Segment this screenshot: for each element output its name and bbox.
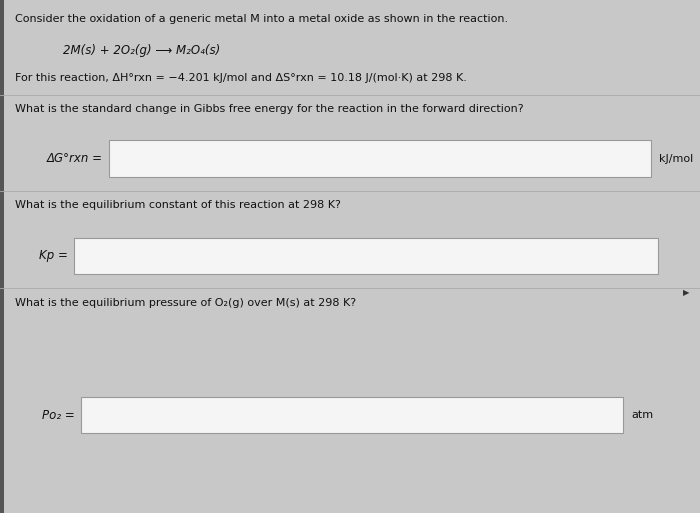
Text: Kp =: Kp = [39,249,68,263]
Text: What is the equilibrium pressure of O₂(g) over M(s) at 298 K?: What is the equilibrium pressure of O₂(g… [15,298,356,307]
Text: ΔG°rxn =: ΔG°rxn = [47,152,103,165]
FancyBboxPatch shape [0,0,4,513]
Text: Consider the oxidation of a generic metal M into a metal oxide as shown in the r: Consider the oxidation of a generic meta… [15,14,508,24]
Text: Po₂ =: Po₂ = [42,408,75,422]
Text: atm: atm [631,410,654,420]
Text: What is the standard change in Gibbs free energy for the reaction in the forward: What is the standard change in Gibbs fre… [15,104,524,113]
Text: What is the equilibrium constant of this reaction at 298 K?: What is the equilibrium constant of this… [15,200,342,210]
FancyBboxPatch shape [80,397,623,433]
FancyBboxPatch shape [108,140,651,177]
Text: For this reaction, ΔH°rxn = −4.201 kJ/mol and ΔS°rxn = 10.18 J/(mol·K) at 298 K.: For this reaction, ΔH°rxn = −4.201 kJ/mo… [15,73,468,83]
Text: 2M(s) + 2O₂(g) ⟶ M₂O₄(s): 2M(s) + 2O₂(g) ⟶ M₂O₄(s) [63,44,220,56]
FancyBboxPatch shape [74,238,658,274]
Text: ▶: ▶ [683,288,689,297]
Text: kJ/mol: kJ/mol [659,153,694,164]
